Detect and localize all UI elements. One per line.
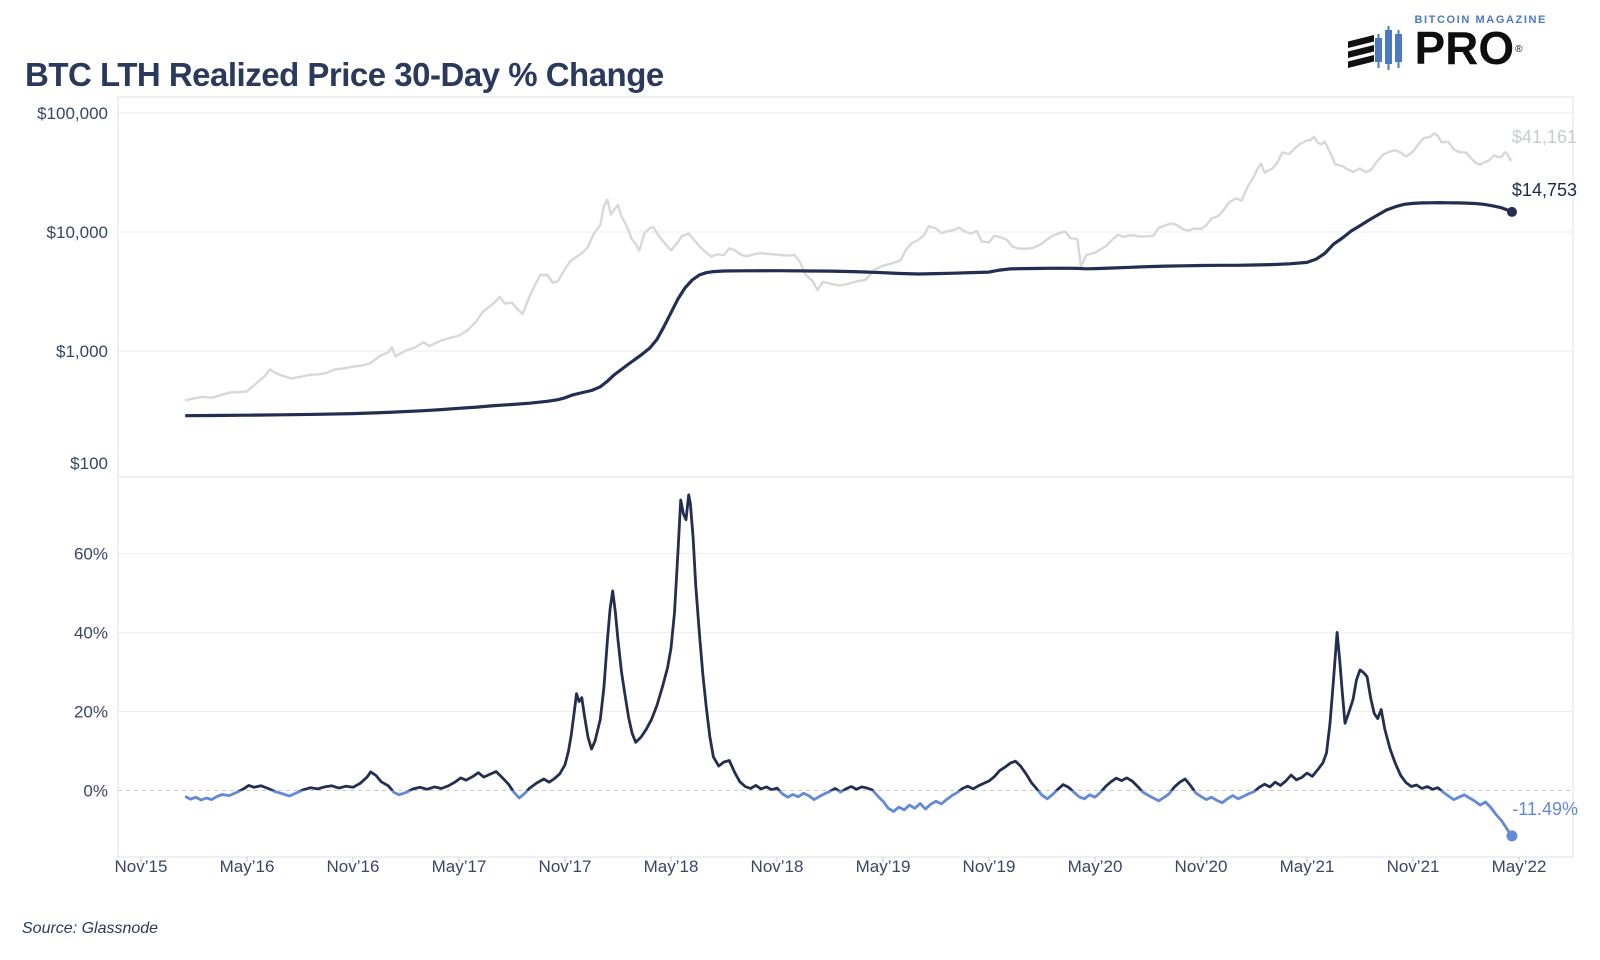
- x-tick-label: May’18: [644, 857, 699, 876]
- x-tick-label: Nov’17: [539, 857, 592, 876]
- plot-frame: [117, 96, 1574, 858]
- x-tick-label: Nov’16: [327, 857, 380, 876]
- x-tick-label: May’16: [220, 857, 275, 876]
- logo-brand-text: BITCOIN MAGAZINE: [1414, 14, 1547, 26]
- axis-labels: $100,000 $10,000 $1,000 $100 60% 40% 20% 0% Nov’…: [37, 104, 1546, 876]
- x-tick-label: Nov’15: [115, 857, 168, 876]
- btc-price-line: [184, 132, 1513, 402]
- x-tick-label: May’21: [1280, 857, 1335, 876]
- gridlines: [118, 112, 1573, 791]
- x-tick-label: Nov’18: [751, 857, 804, 876]
- source-attribution: Source: Glassnode: [22, 920, 159, 937]
- price-panel-series: [184, 132, 1517, 418]
- x-tick-label: May’20: [1068, 857, 1123, 876]
- pct-y-tick-label: 40%: [74, 623, 108, 642]
- bitcoin-magazine-pro-icon: [1348, 26, 1403, 70]
- logo-product-text: PRO: [1414, 22, 1515, 74]
- x-tick-label: Nov’21: [1387, 857, 1440, 876]
- lth-end-dot: [1506, 206, 1517, 217]
- x-tick-label: May’22: [1492, 857, 1547, 876]
- x-tick-label: Nov’20: [1175, 857, 1228, 876]
- btc-price-end-label: $41,161: [1511, 127, 1577, 147]
- x-tick-label: Nov’19: [963, 857, 1016, 876]
- axis-tick-marks: [140, 857, 1520, 862]
- x-tick-label: May’17: [432, 857, 487, 876]
- lth-realized-price-end-label: $14,753: [1511, 180, 1577, 200]
- pct-y-tick-label: 20%: [74, 702, 108, 721]
- pct-change-end-dot: [1506, 830, 1518, 842]
- price-y-tick-label: $100: [70, 454, 108, 473]
- x-tick-label: May’19: [856, 857, 911, 876]
- lth-realized-price-line: [185, 201, 1513, 418]
- pct-change-end-label: -11.49%: [1512, 799, 1578, 819]
- bitcoin-magazine-pro-logo: BITCOIN MAGAZINE PRO ®: [1346, 14, 1547, 76]
- price-y-tick-label: $10,000: [47, 223, 108, 242]
- pct-change-line-positive: [237, 493, 1444, 791]
- pct-change-panel-series: [184, 493, 1518, 842]
- pct-y-tick-label: 0%: [83, 782, 108, 801]
- price-y-tick-label: $100,000: [37, 104, 108, 123]
- registered-mark: ®: [1515, 44, 1523, 55]
- price-y-tick-label: $1,000: [56, 342, 108, 361]
- pct-y-tick-label: 60%: [74, 544, 108, 563]
- page-title: BTC LTH Realized Price 30-Day % Change: [25, 56, 664, 94]
